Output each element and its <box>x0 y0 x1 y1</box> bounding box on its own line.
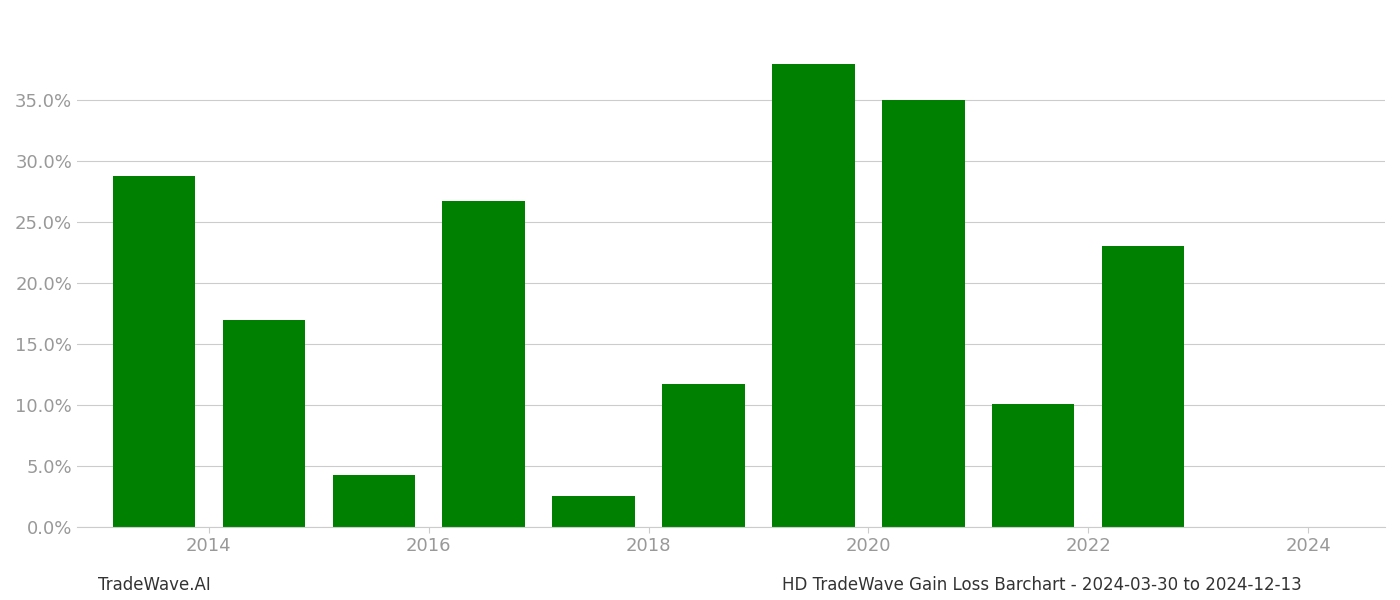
Text: TradeWave.AI: TradeWave.AI <box>98 576 211 594</box>
Bar <box>1102 247 1184 527</box>
Bar <box>333 475 414 527</box>
Text: HD TradeWave Gain Loss Barchart - 2024-03-30 to 2024-12-13: HD TradeWave Gain Loss Barchart - 2024-0… <box>783 576 1302 594</box>
Bar <box>993 404 1074 527</box>
Bar <box>553 496 634 527</box>
Bar <box>113 176 195 527</box>
Bar <box>662 384 745 527</box>
Bar <box>773 64 854 527</box>
Bar <box>882 100 965 527</box>
Bar <box>223 320 305 527</box>
Bar <box>442 202 525 527</box>
